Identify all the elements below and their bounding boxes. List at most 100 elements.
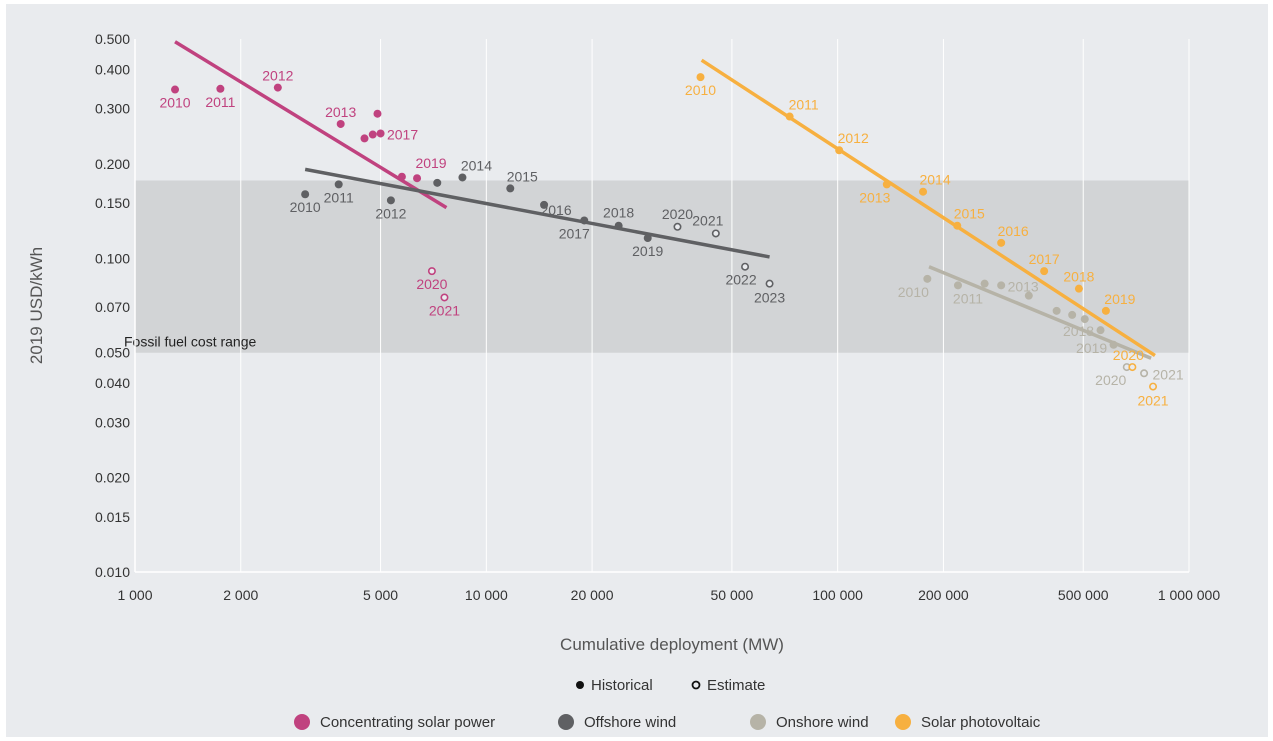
data-label-onshore-wind: 2018: [1063, 323, 1094, 339]
legend-series-label: Onshore wind: [776, 714, 869, 731]
data-point-onshore-wind: [980, 279, 989, 288]
data-label-concentrating-solar-power: 2013: [325, 104, 356, 120]
data-point-concentrating-solar-power: [376, 129, 385, 138]
data-label-concentrating-solar-power: 2012: [262, 68, 293, 84]
data-point-concentrating-solar-power: [440, 293, 449, 302]
legend-historical-marker: [576, 681, 584, 689]
legend-swatch: [750, 714, 766, 730]
x-tick-label: 1 000: [117, 587, 152, 603]
y-tick-label: 0.050: [95, 345, 130, 361]
fossil-fuel-band-label: Fossil fuel cost range: [124, 334, 256, 350]
y-tick-label: 0.070: [95, 299, 130, 315]
data-label-solar-photovoltaic: 2018: [1063, 269, 1094, 285]
data-point-onshore-wind: [1109, 340, 1118, 349]
data-point-offshore-wind: [301, 190, 310, 199]
data-label-onshore-wind: 2010: [898, 284, 929, 300]
data-label-solar-photovoltaic: 2017: [1029, 251, 1060, 267]
data-label-solar-photovoltaic: 2010: [685, 82, 716, 98]
data-point-concentrating-solar-power: [427, 267, 436, 276]
x-tick-label: 20 000: [571, 587, 614, 603]
data-point-offshore-wind: [765, 279, 774, 288]
x-tick-label: 10 000: [465, 587, 508, 603]
legend-swatch: [558, 714, 574, 730]
data-label-concentrating-solar-power: 2010: [159, 95, 190, 111]
data-point-concentrating-solar-power: [413, 174, 422, 183]
data-label-solar-photovoltaic: 2015: [954, 206, 985, 222]
data-label-concentrating-solar-power: 2019: [415, 155, 446, 171]
y-tick-labels: 0.010 0.015 0.020 0.030 0.040 0.050 0.070 0.100…: [95, 31, 130, 580]
data-point-concentrating-solar-power: [273, 83, 282, 92]
data-point-concentrating-solar-power: [373, 109, 382, 118]
data-point-offshore-wind: [458, 173, 467, 182]
data-label-offshore-wind: 2016: [540, 202, 571, 218]
y-tick-label: 0.030: [95, 414, 130, 430]
legend-series-label: Solar photovoltaic: [921, 714, 1041, 731]
legend-swatch: [895, 714, 911, 730]
legend-series-label: Offshore wind: [584, 714, 676, 731]
data-label-offshore-wind: 2023: [754, 290, 785, 306]
data-point-onshore-wind: [997, 281, 1006, 290]
data-point-onshore-wind: [1080, 315, 1089, 324]
trend-line-offshore-wind: [304, 167, 770, 259]
x-axis-title: Cumulative deployment (MW): [560, 635, 784, 654]
chart-frame: Fossil fuel cost range 1 000 2 000 5 000 10…: [6, 4, 1268, 737]
data-point-concentrating-solar-power: [397, 172, 406, 181]
x-tick-label: 500 000: [1058, 587, 1109, 603]
data-point-solar-photovoltaic: [997, 238, 1006, 247]
data-label-onshore-wind: 2011: [953, 290, 983, 306]
x-tick-label: 50 000: [710, 587, 753, 603]
data-label-solar-photovoltaic: 2013: [859, 189, 890, 205]
y-tick-label: 0.100: [95, 250, 130, 266]
data-label-offshore-wind: 2012: [375, 205, 406, 221]
data-label-offshore-wind: 2014: [461, 157, 492, 173]
data-point-offshore-wind: [643, 234, 652, 243]
data-label-onshore-wind: 2013: [1008, 278, 1039, 294]
y-tick-label: 0.010: [95, 564, 130, 580]
data-point-onshore-wind: [1052, 306, 1061, 315]
y-tick-label: 0.150: [95, 195, 130, 211]
y-tick-label: 0.015: [95, 509, 130, 525]
legend-estimate-marker: [691, 680, 701, 690]
x-tick-label: 200 000: [918, 587, 969, 603]
data-point-offshore-wind: [580, 216, 589, 225]
legend-series-label: Concentrating solar power: [320, 714, 495, 731]
data-label-solar-photovoltaic: 2019: [1104, 291, 1135, 307]
data-point-onshore-wind: [1140, 369, 1149, 378]
x-tick-label: 100 000: [812, 587, 863, 603]
data-point-solar-photovoltaic: [1149, 382, 1158, 391]
data-label-solar-photovoltaic: 2011: [789, 97, 819, 113]
data-label-concentrating-solar-power: 2020: [416, 276, 447, 292]
data-label-solar-photovoltaic: 2012: [838, 130, 869, 146]
data-label-offshore-wind: 2021: [692, 212, 723, 228]
y-tick-label: 0.200: [95, 156, 130, 172]
data-point-solar-photovoltaic: [835, 146, 844, 155]
data-label-solar-photovoltaic: 2014: [919, 172, 950, 188]
x-tick-label: 1 000 000: [1158, 587, 1220, 603]
data-label-offshore-wind: 2020: [662, 206, 693, 222]
data-label-solar-photovoltaic: 2021: [1137, 393, 1168, 409]
data-point-offshore-wind: [540, 200, 549, 209]
data-point-solar-photovoltaic: [953, 221, 962, 230]
grid-lines: [240, 39, 1190, 572]
data-point-concentrating-solar-power: [171, 85, 180, 94]
data-point-solar-photovoltaic: [919, 187, 928, 196]
data-point-solar-photovoltaic: [696, 73, 705, 82]
data-label-offshore-wind: 2010: [290, 199, 321, 215]
data-point-offshore-wind: [673, 222, 682, 231]
x-tick-labels: 1 000 2 000 5 000 10 000 20 000 50 000 100 000…: [117, 587, 1220, 603]
data-label-concentrating-solar-power: 2021: [429, 302, 460, 318]
data-label-offshore-wind: 2019: [632, 243, 663, 259]
data-point-concentrating-solar-power: [368, 130, 377, 139]
x-tick-label: 2 000: [223, 587, 258, 603]
y-tick-label: 0.500: [95, 31, 130, 47]
data-point-offshore-wind: [386, 196, 395, 205]
data-point-concentrating-solar-power: [336, 119, 345, 128]
data-point-onshore-wind: [923, 274, 932, 283]
data-label-offshore-wind: 2015: [507, 168, 538, 184]
data-point-onshore-wind: [1068, 310, 1077, 319]
data-label-solar-photovoltaic: 2016: [998, 223, 1029, 239]
data-point-offshore-wind: [741, 262, 750, 271]
data-point-solar-photovoltaic: [1128, 363, 1137, 372]
data-point-offshore-wind: [711, 229, 720, 238]
y-tick-label: 0.020: [95, 470, 130, 486]
